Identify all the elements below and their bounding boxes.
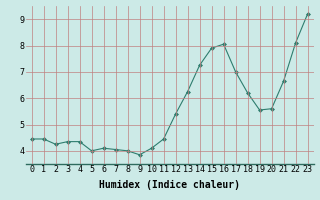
X-axis label: Humidex (Indice chaleur): Humidex (Indice chaleur) — [99, 180, 240, 190]
